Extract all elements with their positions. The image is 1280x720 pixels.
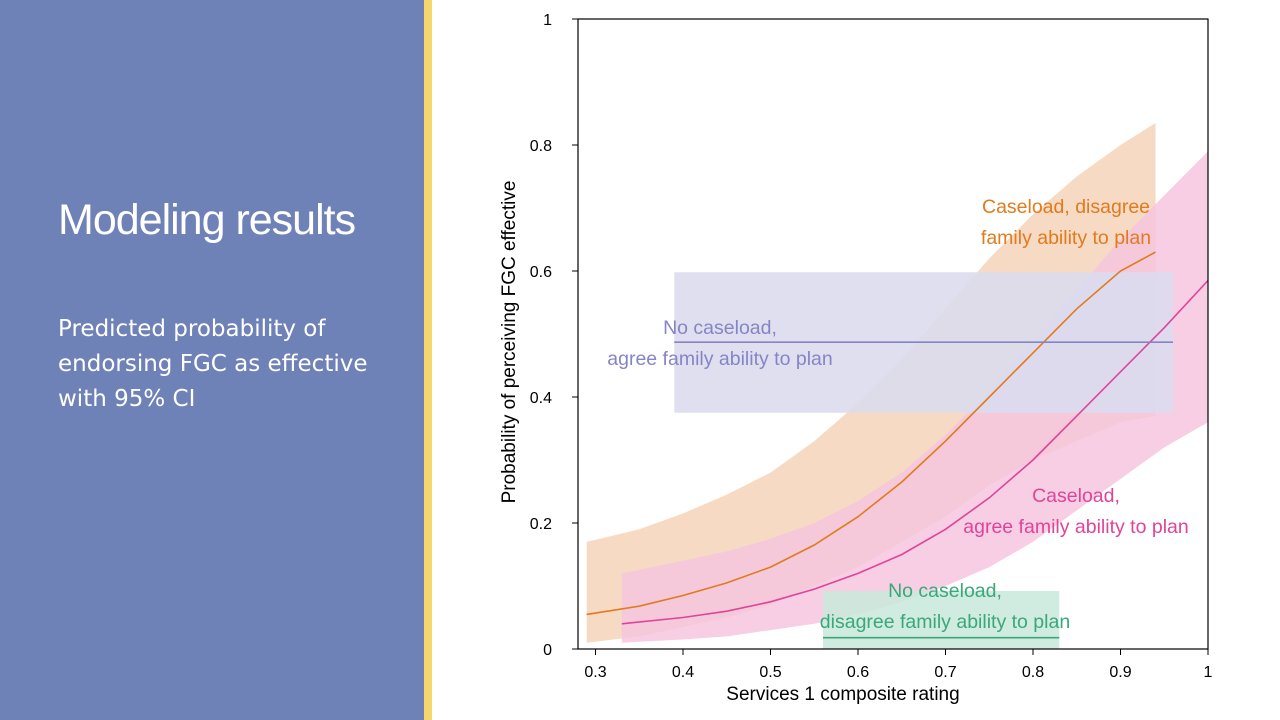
accent-bar	[424, 0, 432, 720]
x-tick-label: 0.6	[847, 664, 869, 681]
caseload-disagree-label-line-1: Caseload, disagree	[982, 196, 1150, 218]
x-tick-label: 0.5	[759, 664, 781, 681]
caseload-disagree-ci-band	[586, 123, 1156, 643]
slide-title: Modeling results	[58, 196, 356, 244]
caseload-agree-ci-band	[621, 151, 1208, 643]
x-tick-label: 0.9	[1109, 664, 1131, 681]
y-tick-label: 0.8	[530, 138, 552, 155]
x-axis-title: Services 1 composite rating	[726, 684, 959, 705]
caseload-agree-label-line-2: agree family ability to plan	[963, 516, 1188, 538]
y-tick-label: 0	[543, 642, 552, 659]
plot-frame	[577, 18, 1209, 650]
caseload-disagree-line	[586, 251, 1156, 616]
no-caseload-agree-label-line-2: agree family ability to plan	[607, 348, 832, 370]
y-tick-label: 1	[543, 12, 552, 29]
caseload-disagree-label-line-2: family ability to plan	[981, 227, 1151, 249]
x-tick-label: 0.7	[934, 664, 956, 681]
x-tick-label: 0.8	[1022, 664, 1044, 681]
caseload-agree-label-line-1: Caseload,	[1032, 485, 1120, 507]
no-caseload-disagree-label-line-2: disagree family ability to plan	[820, 611, 1070, 633]
no-caseload-agree-label-line-1: No caseload,	[663, 317, 777, 339]
no-caseload-disagree-label-line-1: No caseload,	[888, 580, 1002, 602]
y-tick-label: 0.4	[530, 390, 552, 407]
no-caseload-disagree-ci-band	[823, 591, 1060, 649]
x-tick-label: 1	[1204, 664, 1213, 681]
y-axis-title: Probability of perceiving FGC effective	[499, 181, 520, 504]
probability-chart: 0.3 0.4 0.5 0.6 0.7 0.8 0.9 1 0 0.2 0.4 0.6 0.8 1 Cas…	[499, 12, 1213, 705]
y-tick-label: 0.2	[530, 516, 552, 533]
x-tick-label: 0.4	[672, 664, 694, 681]
title-panel	[0, 0, 424, 720]
y-tick-label: 0.6	[530, 264, 552, 281]
caseload-agree-line	[621, 279, 1209, 625]
slide-subtitle: Predicted probability of endorsing FGC a…	[58, 316, 368, 412]
x-tick-label: 0.3	[584, 664, 606, 681]
